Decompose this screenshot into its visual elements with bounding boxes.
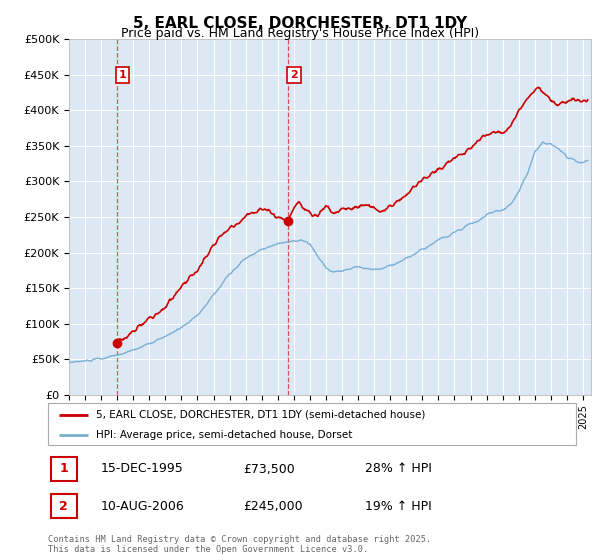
Text: 28% ↑ HPI: 28% ↑ HPI [365,463,431,475]
Text: 10-AUG-2006: 10-AUG-2006 [101,500,185,512]
Text: 2: 2 [290,70,298,80]
FancyBboxPatch shape [50,494,77,518]
Text: 5, EARL CLOSE, DORCHESTER, DT1 1DY (semi-detached house): 5, EARL CLOSE, DORCHESTER, DT1 1DY (semi… [95,410,425,420]
Text: Contains HM Land Registry data © Crown copyright and database right 2025.
This d: Contains HM Land Registry data © Crown c… [48,535,431,554]
Text: HPI: Average price, semi-detached house, Dorset: HPI: Average price, semi-detached house,… [95,430,352,440]
Text: 15-DEC-1995: 15-DEC-1995 [101,463,184,475]
FancyBboxPatch shape [50,457,77,481]
Text: 1: 1 [59,463,68,475]
FancyBboxPatch shape [48,403,576,445]
Text: Price paid vs. HM Land Registry's House Price Index (HPI): Price paid vs. HM Land Registry's House … [121,27,479,40]
Text: £245,000: £245,000 [244,500,303,512]
Text: 2: 2 [59,500,68,512]
Text: £73,500: £73,500 [244,463,295,475]
Text: 19% ↑ HPI: 19% ↑ HPI [365,500,431,512]
Text: 5, EARL CLOSE, DORCHESTER, DT1 1DY: 5, EARL CLOSE, DORCHESTER, DT1 1DY [133,16,467,31]
Text: 1: 1 [119,70,127,80]
